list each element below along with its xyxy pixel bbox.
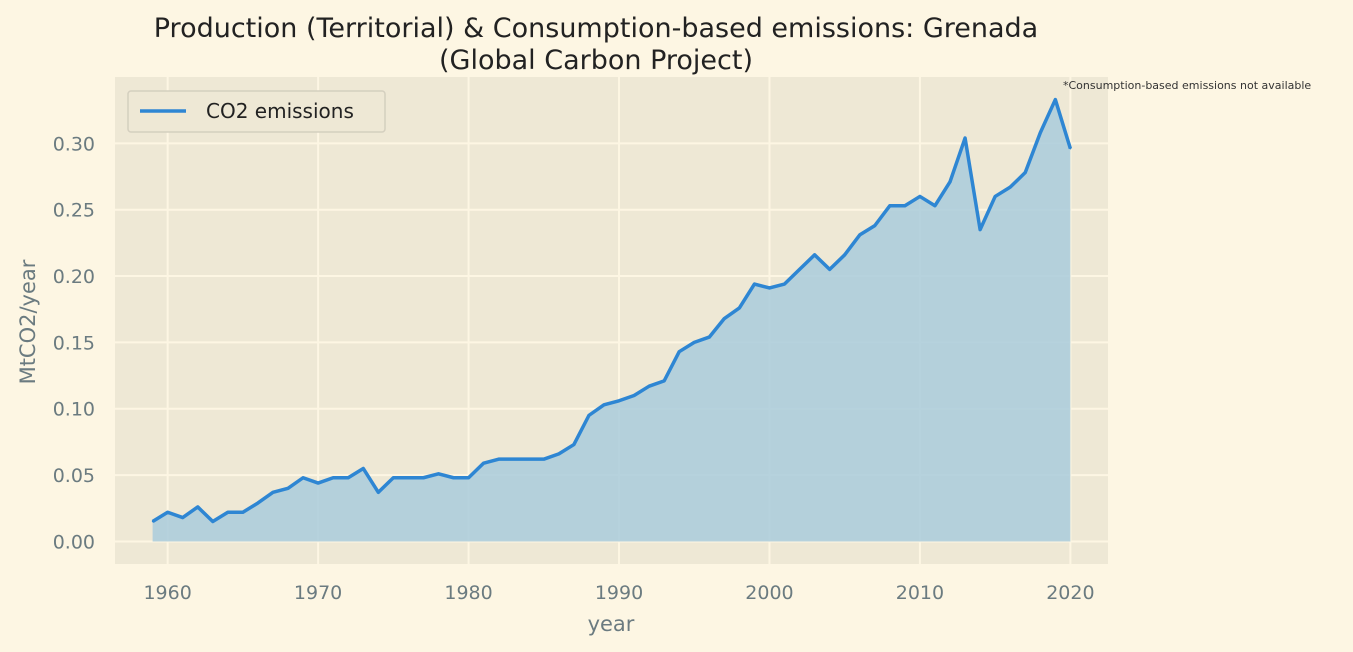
data-point (618, 399, 620, 402)
data-point (558, 453, 560, 455)
data-point (798, 268, 801, 271)
data-point (181, 516, 184, 519)
data-point (573, 443, 575, 446)
data-point (317, 482, 319, 484)
emissions-area-fill (152, 99, 1071, 542)
data-point (151, 520, 154, 523)
x-axis-label: year (588, 612, 635, 636)
data-point (347, 476, 350, 479)
y-tick-label: 0.10 (53, 399, 95, 421)
data-point (512, 458, 515, 460)
data-point (768, 287, 771, 289)
data-point (904, 204, 906, 207)
emissions-line (151, 97, 1073, 524)
data-point (1009, 186, 1012, 188)
data-point (783, 283, 786, 285)
data-point (603, 403, 605, 406)
y-tick-label: 0.00 (53, 531, 95, 553)
data-point (738, 307, 741, 309)
data-point (1069, 147, 1072, 150)
data-point (527, 458, 530, 460)
data-point (648, 385, 650, 387)
data-point (813, 254, 816, 256)
x-tick-label: 1990 (595, 582, 643, 604)
data-point (843, 254, 846, 256)
data-point (467, 476, 470, 479)
x-tick-label: 1960 (143, 582, 191, 604)
data-point (377, 491, 380, 494)
data-point (482, 462, 485, 464)
data-point (287, 487, 289, 490)
data-point (753, 283, 756, 285)
data-point (542, 458, 545, 460)
data-point (678, 350, 681, 353)
chart-title-line-2: (Global Carbon Project) (439, 45, 753, 76)
data-point (166, 511, 169, 514)
data-point (332, 476, 334, 479)
data-point (497, 458, 500, 460)
chart-title-line-1: Production (Territorial) & Consumption-b… (154, 13, 1038, 44)
legend-label: CO2 emissions (206, 99, 354, 123)
data-point (979, 228, 981, 231)
consumption-note: *Consumption-based emissions not availab… (1063, 79, 1311, 92)
data-point (964, 137, 966, 139)
data-point (949, 181, 951, 183)
data-point (272, 491, 274, 494)
data-point (211, 520, 214, 523)
data-point (889, 204, 891, 207)
data-point (257, 502, 259, 504)
data-point (708, 336, 711, 338)
y-tick-label: 0.25 (53, 200, 95, 222)
x-tick-label: 2010 (896, 582, 944, 604)
data-point (633, 394, 635, 397)
data-point (1039, 131, 1042, 134)
data-point (663, 380, 665, 382)
legend-box (127, 90, 386, 133)
data-points (151, 98, 1072, 523)
data-point (392, 476, 395, 479)
data-point (693, 341, 696, 344)
data-point (919, 195, 921, 198)
data-point (196, 506, 199, 508)
legend: CO2 emissions (127, 90, 386, 133)
y-tick-label: 0.30 (53, 133, 95, 155)
y-tick-label: 0.20 (53, 266, 95, 288)
data-point (994, 195, 996, 198)
x-tick-label: 1980 (444, 582, 492, 604)
y-tick-label: 0.05 (53, 465, 95, 487)
y-axis-ticks: 0.00 0.05 0.10 0.15 0.20 0.25 0.30 (53, 133, 95, 553)
data-point (452, 476, 455, 479)
x-tick-label: 2000 (745, 582, 793, 604)
data-point (227, 511, 229, 514)
data-point (242, 511, 244, 514)
data-point (422, 476, 425, 479)
x-tick-label: 1970 (294, 582, 342, 604)
y-tick-label: 0.15 (53, 332, 95, 354)
data-point (858, 234, 861, 236)
x-axis-ticks: 1960 1970 1980 1990 2000 2010 2020 (143, 582, 1094, 604)
data-point (1054, 98, 1057, 101)
data-point (723, 317, 726, 320)
data-point (302, 476, 304, 479)
data-point (1024, 171, 1027, 174)
data-point (934, 204, 936, 207)
x-tick-label: 2020 (1046, 582, 1094, 604)
data-point (407, 476, 410, 479)
data-point (437, 472, 440, 475)
data-point (828, 268, 831, 271)
y-axis-label: MtCO2/year (16, 259, 40, 384)
data-point (873, 224, 876, 227)
data-point (588, 414, 590, 417)
data-point (362, 467, 365, 470)
